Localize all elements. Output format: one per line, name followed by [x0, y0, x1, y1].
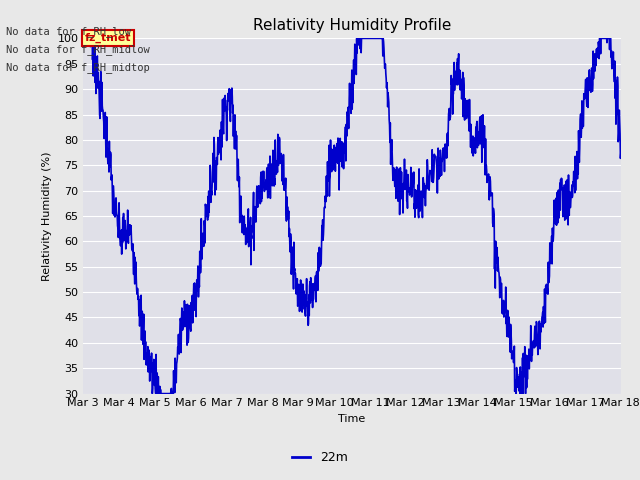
Text: No data for f_RH_low: No data for f_RH_low — [6, 25, 131, 36]
X-axis label: Time: Time — [339, 414, 365, 424]
Y-axis label: Relativity Humidity (%): Relativity Humidity (%) — [42, 151, 52, 281]
Title: Relativity Humidity Profile: Relativity Humidity Profile — [253, 18, 451, 33]
Legend: 22m: 22m — [287, 446, 353, 469]
Text: No data for f_RH_midlow: No data for f_RH_midlow — [6, 44, 150, 55]
Text: fz_tmet: fz_tmet — [85, 33, 131, 43]
Text: No data for f_RH_midtop: No data for f_RH_midtop — [6, 62, 150, 73]
